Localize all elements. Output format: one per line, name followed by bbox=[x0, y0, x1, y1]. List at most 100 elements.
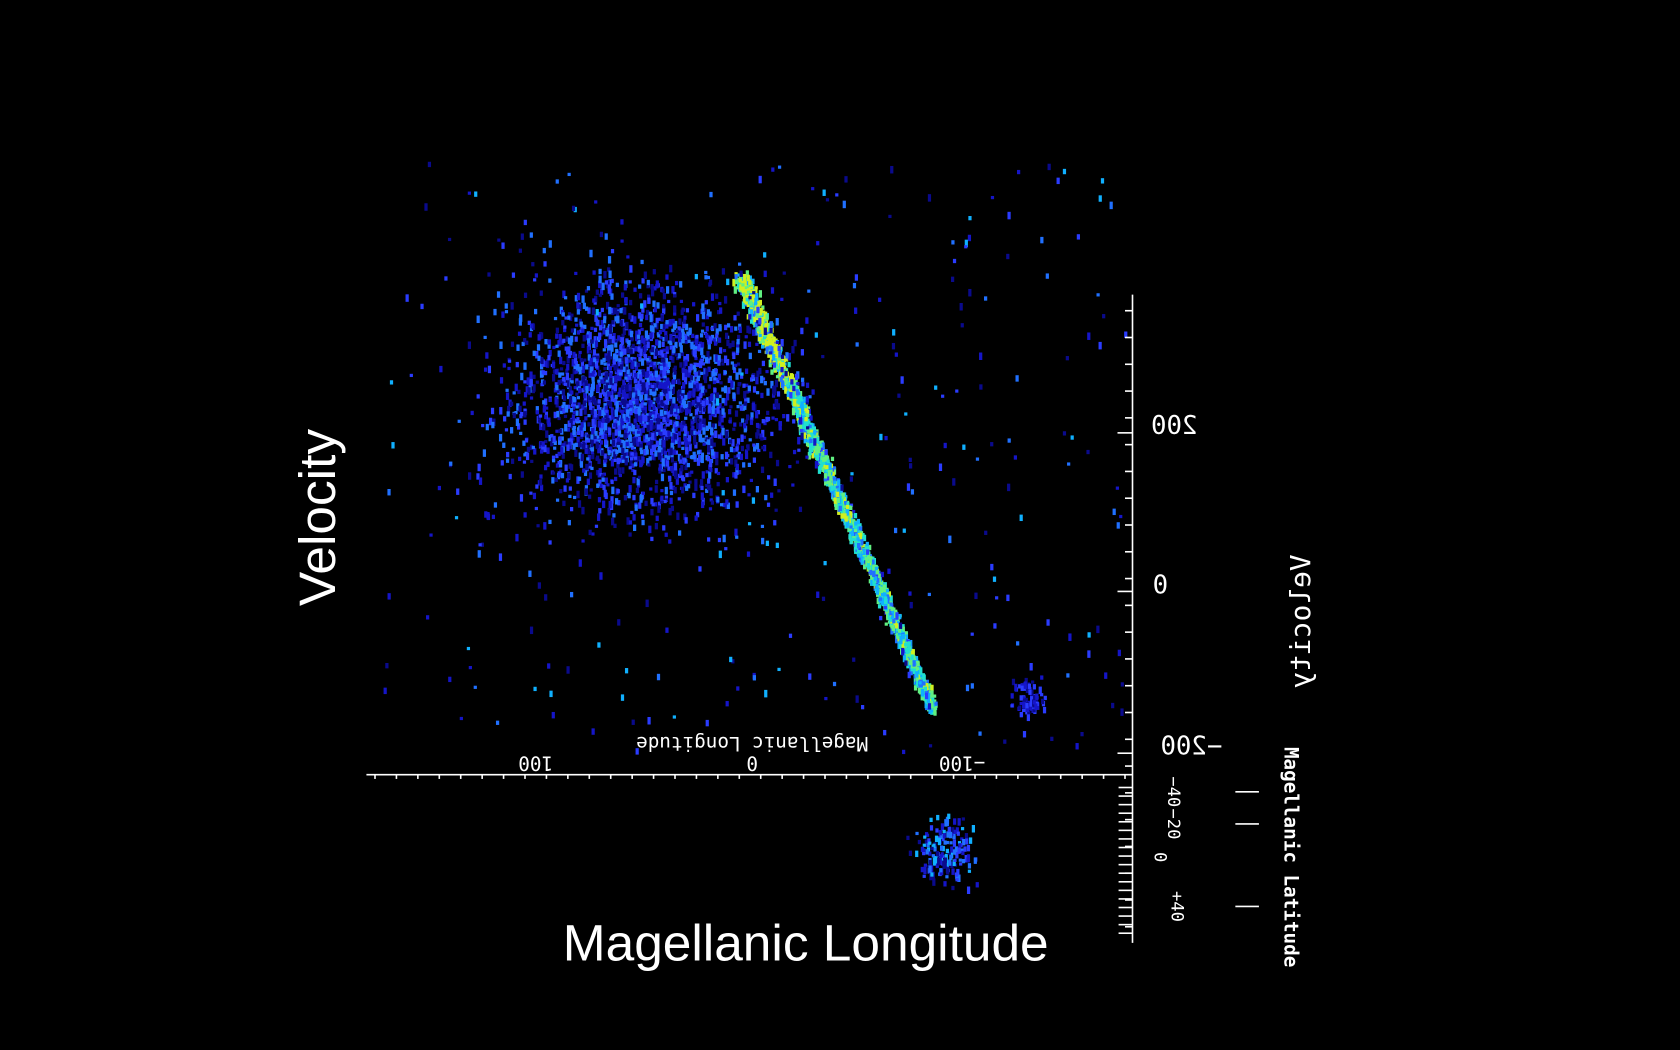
emission-pixel bbox=[649, 373, 654, 378]
emission-pixel bbox=[684, 429, 688, 435]
emission-pixel bbox=[631, 393, 635, 400]
emission-pixel bbox=[854, 521, 858, 529]
emission-pixel bbox=[835, 193, 839, 197]
emission-pixel bbox=[665, 320, 669, 325]
emission-pixel bbox=[699, 383, 703, 390]
emission-pixel bbox=[523, 411, 527, 418]
emission-pixel bbox=[736, 387, 740, 395]
emission-pixel bbox=[567, 346, 571, 352]
emission-pixel bbox=[711, 412, 716, 417]
emission-pixel bbox=[567, 392, 571, 400]
emission-pixel bbox=[708, 279, 713, 285]
emission-pixel bbox=[533, 278, 537, 282]
emission-pixel bbox=[620, 219, 624, 225]
emission-pixel bbox=[604, 439, 608, 445]
emission-pixel bbox=[578, 441, 582, 448]
emission-pixel bbox=[753, 310, 757, 318]
emission-pixel bbox=[743, 341, 747, 349]
emission-pixel bbox=[735, 446, 739, 452]
emission-pixel bbox=[681, 486, 685, 494]
emission-pixel bbox=[589, 366, 593, 373]
emission-pixel bbox=[727, 377, 731, 384]
emission-pixel bbox=[643, 344, 647, 352]
emission-pixel bbox=[878, 597, 882, 601]
emission-pixel bbox=[718, 301, 722, 306]
emission-pixel bbox=[447, 237, 452, 242]
emission-pixel bbox=[616, 457, 620, 465]
emission-pixel bbox=[603, 366, 607, 371]
emission-pixel bbox=[570, 335, 574, 343]
emission-pixel bbox=[643, 406, 647, 414]
emission-pixel bbox=[615, 401, 619, 409]
emission-pixel bbox=[1056, 177, 1060, 185]
emission-pixel bbox=[636, 362, 640, 367]
emission-pixel bbox=[535, 380, 539, 384]
emission-pixel bbox=[636, 430, 641, 434]
emission-pixel bbox=[630, 356, 634, 361]
emission-pixel bbox=[771, 393, 776, 398]
emission-pixel bbox=[514, 383, 518, 392]
emission-pixel bbox=[904, 642, 908, 647]
emission-pixel bbox=[697, 347, 701, 352]
emission-pixel bbox=[751, 497, 756, 504]
emission-pixel bbox=[527, 387, 531, 395]
emission-pixel bbox=[586, 457, 590, 461]
emission-pixel bbox=[759, 323, 763, 330]
emission-pixel bbox=[628, 359, 632, 363]
emission-pixel bbox=[604, 409, 608, 413]
emission-pixel bbox=[890, 615, 895, 620]
emission-pixel bbox=[679, 455, 683, 461]
emission-pixel bbox=[565, 368, 569, 375]
emission-pixel bbox=[697, 400, 701, 407]
emission-pixel bbox=[675, 280, 679, 286]
emission-pixel bbox=[930, 690, 934, 698]
emission-pixel bbox=[820, 459, 824, 468]
emission-pixel bbox=[641, 491, 645, 495]
emission-pixel bbox=[642, 337, 646, 345]
emission-pixel bbox=[510, 458, 515, 464]
emission-pixel bbox=[542, 408, 546, 413]
emission-pixel bbox=[385, 663, 389, 669]
emission-pixel bbox=[664, 335, 668, 342]
emission-pixel bbox=[748, 279, 752, 285]
emission-pixel bbox=[700, 423, 704, 431]
emission-pixel bbox=[691, 333, 695, 339]
emission-pixel bbox=[755, 342, 759, 346]
emission-pixel bbox=[645, 599, 649, 608]
emission-pixel bbox=[774, 379, 779, 388]
emission-pixel bbox=[651, 384, 655, 389]
emission-pixel bbox=[597, 513, 601, 521]
emission-pixel bbox=[714, 430, 718, 438]
emission-pixel bbox=[542, 400, 546, 405]
emission-pixel bbox=[700, 485, 704, 491]
emission-pixel bbox=[766, 502, 771, 507]
emission-pixel bbox=[690, 427, 694, 436]
emission-pixel bbox=[558, 333, 562, 342]
emission-pixel bbox=[892, 329, 896, 336]
emission-pixel bbox=[577, 420, 581, 424]
emission-pixel bbox=[658, 399, 662, 405]
emission-pixel bbox=[664, 331, 668, 337]
emission-pixel bbox=[916, 660, 920, 667]
emission-pixel bbox=[861, 705, 865, 710]
emission-pixel bbox=[725, 332, 729, 340]
emission-pixel bbox=[737, 334, 741, 341]
emission-pixel bbox=[761, 360, 765, 367]
emission-pixel bbox=[634, 504, 638, 511]
emission-pixel bbox=[669, 382, 673, 389]
emission-pixel bbox=[611, 385, 615, 390]
emission-pixel bbox=[732, 427, 736, 431]
emission-pixel bbox=[890, 624, 894, 629]
emission-pixel bbox=[579, 321, 583, 327]
emission-pixel bbox=[606, 391, 610, 397]
emission-pixel bbox=[873, 576, 878, 581]
emission-pixel bbox=[562, 408, 566, 414]
emission-pixel bbox=[570, 313, 574, 317]
emission-pixel bbox=[708, 356, 712, 360]
emission-pixel bbox=[480, 542, 484, 547]
emission-pixel bbox=[635, 330, 639, 339]
emission-pixel bbox=[916, 681, 920, 687]
emission-pixel bbox=[714, 468, 718, 474]
emission-pixel bbox=[960, 323, 964, 328]
emission-pixel bbox=[705, 425, 709, 431]
